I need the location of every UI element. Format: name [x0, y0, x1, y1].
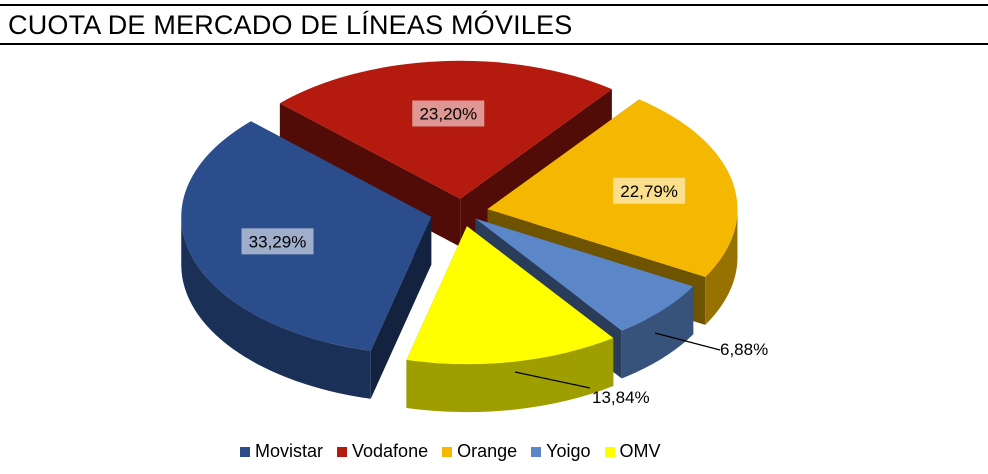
legend-label-omv: OMV — [619, 441, 661, 461]
legend-item-yoigo: Yoigo — [531, 441, 591, 462]
data-label-box-orange — [613, 177, 686, 204]
leader-line-yoigo — [654, 332, 721, 351]
slice-omv — [406, 226, 614, 413]
slice-top-orange — [487, 99, 738, 277]
slice-side-orange-0 — [705, 209, 738, 325]
data-label-orange: 22,79% — [620, 182, 678, 201]
legend-label-movistar: Movistar — [255, 441, 324, 461]
data-label-box-vodafone — [412, 100, 485, 127]
legend-item-vodafone: Vodafone — [337, 441, 428, 462]
legend-swatch-movistar — [240, 446, 250, 457]
legend-swatch-omv — [604, 446, 615, 457]
data-label-movistar: 33,29% — [249, 232, 307, 251]
legend-swatch-orange — [442, 446, 453, 457]
legend-label-yoigo: Yoigo — [546, 441, 591, 461]
legend-swatch-vodafone — [337, 446, 348, 457]
legend-item-omv: OMV — [604, 441, 661, 462]
slice-top-omv — [406, 226, 614, 365]
top-rule — [0, 4, 988, 6]
slice-side-movistar-0 — [181, 216, 371, 399]
slice-side-omv-0 — [406, 337, 614, 413]
data-label-vodafone: 23,20% — [419, 104, 477, 123]
slice-top-vodafone — [279, 60, 612, 199]
slice-wall-movistar-0 — [370, 216, 432, 399]
title-rule — [0, 43, 988, 45]
slice-side-yoigo-0 — [621, 286, 694, 379]
slice-top-yoigo — [475, 218, 694, 331]
data-label-omv: 13,84% — [592, 388, 650, 407]
legend-label-vodafone: Vodafone — [352, 441, 429, 461]
legend-label-orange: Orange — [457, 441, 518, 461]
legend-swatch-yoigo — [531, 446, 542, 457]
data-label-box-movistar — [241, 228, 314, 255]
chart-title: CUOTA DE MERCADO DE LÍNEAS MÓVILES — [8, 10, 573, 40]
legend-item-movistar: Movistar — [240, 441, 323, 462]
legend-item-orange: Orange — [442, 441, 517, 462]
leader-line-omv — [514, 371, 591, 389]
data-label-yoigo: 6,88% — [720, 340, 768, 359]
chart-legend: Movistar Vodafone Orange Yoigo OMV — [240, 441, 675, 462]
